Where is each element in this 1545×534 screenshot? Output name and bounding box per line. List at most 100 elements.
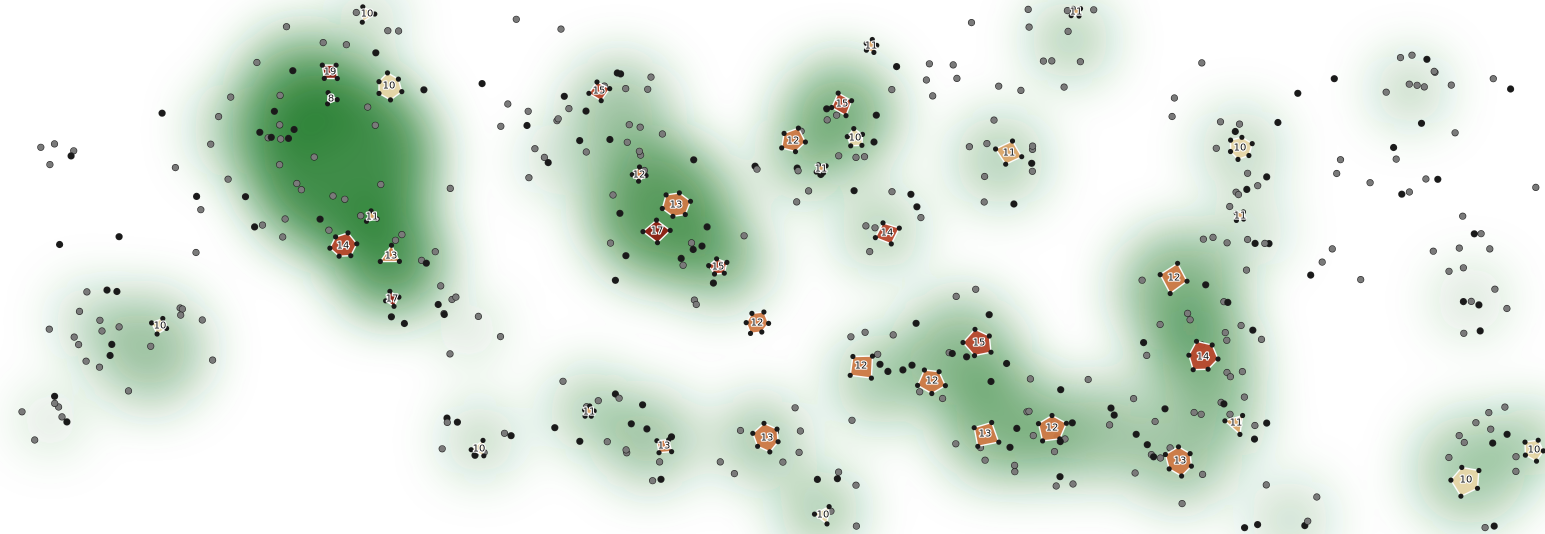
cluster-vertex-point (334, 75, 340, 82)
data-point (622, 84, 630, 93)
data-point (912, 319, 920, 327)
data-point (1254, 182, 1262, 190)
cluster-vertex-point (888, 241, 894, 247)
cluster-vertex-point (850, 353, 856, 360)
cluster-vertex-point (929, 390, 935, 397)
cluster-count-label: 14 (337, 241, 350, 252)
cluster-vertex-point (1215, 356, 1221, 362)
data-point (1107, 404, 1115, 412)
data-point (352, 8, 360, 17)
cluster-count-label: 17 (386, 294, 399, 305)
data-point (1139, 339, 1148, 347)
data-point (1307, 271, 1315, 279)
data-point (1028, 167, 1036, 175)
data-point (1408, 51, 1416, 59)
cluster-count-label: 10 (154, 321, 167, 332)
cluster-hull (365, 210, 378, 223)
data-point (51, 399, 59, 408)
cluster-vertex-point (594, 79, 600, 85)
data-point (1060, 83, 1068, 91)
cluster-9: 10 (844, 126, 866, 149)
data-point (67, 152, 75, 160)
data-point (1512, 467, 1520, 476)
data-point (698, 242, 706, 250)
data-point (82, 357, 90, 365)
cluster-vertex-point (376, 79, 382, 85)
data-point (793, 198, 801, 206)
data-point (1445, 453, 1453, 462)
data-point (1475, 301, 1483, 309)
data-point (917, 214, 925, 222)
data-point (847, 333, 855, 341)
data-point (606, 135, 614, 144)
cluster-vertex-point (972, 326, 978, 332)
cluster-vertex-point (667, 227, 673, 233)
data-point (281, 215, 289, 223)
cluster-hull (1450, 466, 1480, 497)
data-point (852, 522, 861, 530)
cluster-34: 13 (971, 419, 1002, 449)
cluster-vertex-point (669, 449, 675, 455)
cluster-vertex-point (915, 382, 921, 388)
data-point (63, 418, 71, 426)
cluster-39: 10 (1522, 437, 1545, 464)
data-point (1243, 185, 1251, 193)
data-point (1413, 81, 1421, 89)
data-point (1240, 393, 1248, 401)
cluster-11: 11 (814, 162, 829, 176)
data-point (1485, 409, 1493, 417)
data-point (1025, 23, 1033, 31)
data-point (531, 145, 539, 153)
cluster-count-label: 17 (651, 226, 664, 237)
data-point (852, 481, 860, 489)
cluster-vertex-point (1205, 366, 1211, 372)
cluster-vertex-point (759, 329, 765, 335)
cluster-vertex-point (775, 439, 781, 445)
cluster-vertex-point (387, 97, 394, 103)
cluster-vertex-point (654, 240, 661, 246)
data-point (103, 286, 111, 294)
data-point (391, 236, 400, 244)
data-point (1420, 83, 1428, 91)
data-point (1011, 468, 1019, 476)
cluster-vertex-point (687, 198, 694, 204)
data-point (1459, 298, 1467, 306)
data-point (995, 82, 1003, 90)
cluster-21: 15 (706, 256, 730, 277)
data-point (834, 468, 843, 476)
cluster-3: 10 (376, 70, 405, 103)
cluster-vertex-point (960, 339, 966, 346)
data-point (147, 342, 155, 350)
data-point (1143, 351, 1151, 360)
cluster-vertex-point (670, 213, 676, 219)
data-point (835, 152, 843, 160)
data-point (690, 156, 698, 164)
cluster-vertex-point (1190, 367, 1196, 373)
data-point (387, 313, 396, 321)
data-point (329, 192, 337, 200)
cluster-count-label: 13 (670, 200, 683, 211)
cluster-vertex-point (975, 443, 981, 449)
data-point (115, 233, 123, 241)
data-point (1029, 432, 1037, 440)
cluster-count-label: 10 (473, 444, 486, 455)
data-point (98, 327, 106, 335)
data-point (1131, 469, 1139, 477)
cluster-vertex-point (747, 330, 754, 336)
cluster-38: 10 (1448, 464, 1482, 499)
data-point (192, 248, 200, 257)
data-point (177, 311, 185, 319)
cluster-vertex-point (869, 353, 876, 359)
cluster-count-label: 11 (583, 407, 596, 418)
cluster-vertex-point (795, 125, 802, 131)
data-point (446, 184, 454, 192)
cluster-vertex-point (863, 47, 870, 53)
cluster-vertex-point (384, 70, 391, 76)
data-point (627, 420, 635, 428)
density-blob (445, 405, 515, 475)
cluster-count-label: 8 (328, 94, 334, 105)
data-point (874, 350, 882, 358)
density-blob (525, 125, 595, 195)
data-point (1090, 6, 1098, 14)
cluster-vertex-point (1035, 421, 1042, 427)
